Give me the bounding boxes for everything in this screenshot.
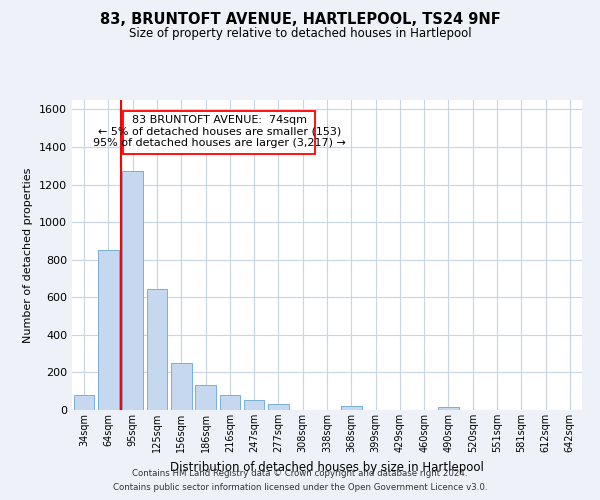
Bar [98,250,119,410]
Bar [171,363,191,410]
Bar [244,400,265,410]
Bar [195,384,216,410]
Bar [122,172,143,410]
Text: ← 5% of detached houses are smaller (153): ← 5% of detached houses are smaller (153… [98,126,341,136]
Text: 83, BRUNTOFT AVENUE, HARTLEPOOL, TS24 9NF: 83, BRUNTOFT AVENUE, HARTLEPOOL, TS24 9N… [100,12,500,28]
Bar [268,404,289,410]
Bar [146,289,167,410]
Text: 95% of detached houses are larger (3,217) →: 95% of detached houses are larger (3,217… [93,138,346,147]
Text: Contains HM Land Registry data © Crown copyright and database right 2024.: Contains HM Land Registry data © Crown c… [132,468,468,477]
FancyBboxPatch shape [124,112,316,154]
Bar [438,407,459,410]
Y-axis label: Number of detached properties: Number of detached properties [23,168,34,342]
Bar [74,395,94,410]
Text: Contains public sector information licensed under the Open Government Licence v3: Contains public sector information licen… [113,484,487,492]
Bar [220,395,240,410]
Text: 83 BRUNTOFT AVENUE:  74sqm: 83 BRUNTOFT AVENUE: 74sqm [132,115,307,125]
X-axis label: Distribution of detached houses by size in Hartlepool: Distribution of detached houses by size … [170,460,484,473]
Text: Size of property relative to detached houses in Hartlepool: Size of property relative to detached ho… [128,28,472,40]
Bar [341,406,362,410]
